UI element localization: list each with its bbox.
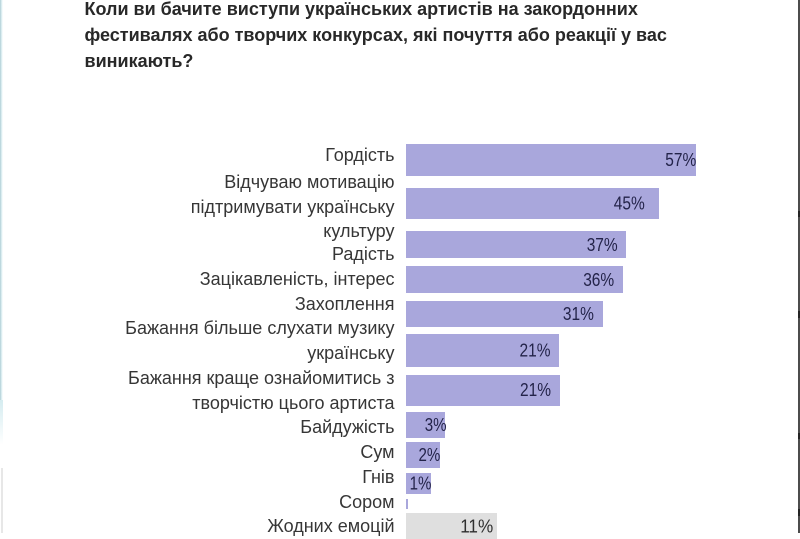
svg-text:31%: 31% bbox=[563, 304, 594, 324]
svg-text:2%: 2% bbox=[419, 445, 441, 465]
svg-text:57%: 57% bbox=[665, 150, 696, 170]
svg-text:21%: 21% bbox=[520, 341, 551, 361]
svg-text:21%: 21% bbox=[520, 380, 551, 400]
svg-text:11%: 11% bbox=[460, 516, 493, 533]
svg-text:1%: 1% bbox=[410, 473, 432, 493]
svg-text:45%: 45% bbox=[614, 194, 645, 214]
svg-text:37%: 37% bbox=[587, 235, 618, 255]
svg-text:3%: 3% bbox=[425, 415, 447, 435]
svg-text:36%: 36% bbox=[583, 270, 614, 290]
